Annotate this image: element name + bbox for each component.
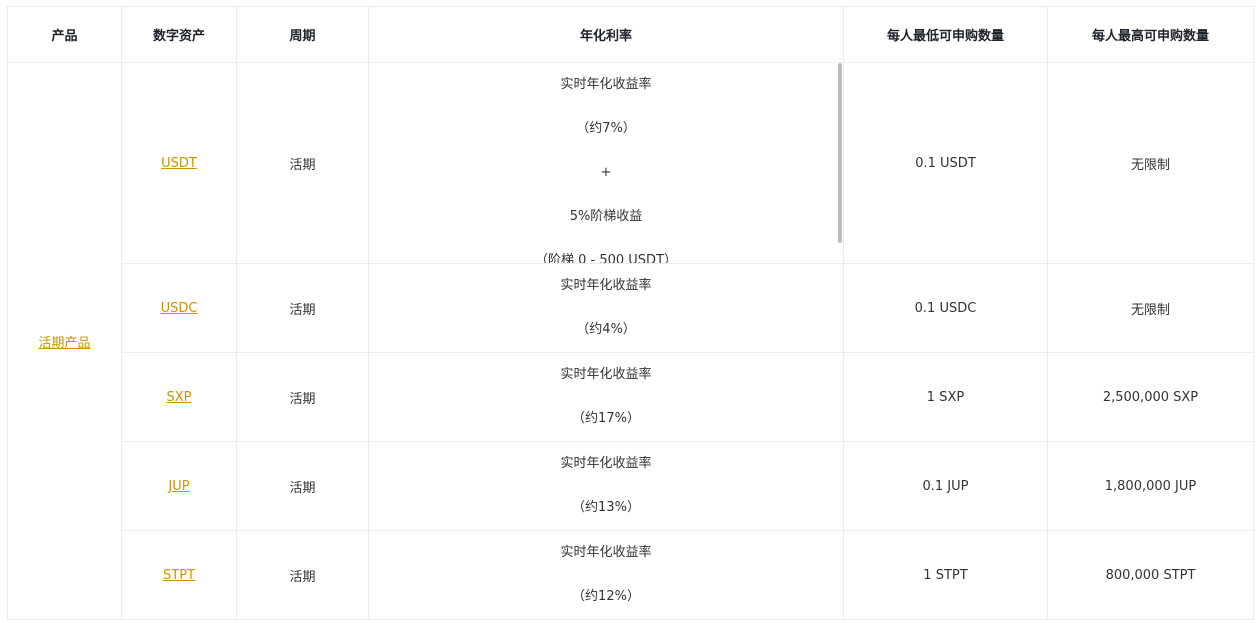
table-row: 活期产品 USDT 活期 实时年化收益率 （约7%） + 5%阶梯收益 （阶梯 …: [7, 62, 1254, 620]
rate-line: 实时年化收益率: [560, 456, 652, 471]
table-row: JUP 活期 实时年化收益率 （约13%） 0.1 JUP 1,800,000 J…: [8, 441, 1254, 531]
rate-cell: 实时年化收益率 （约17%）: [368, 352, 844, 442]
rate-line: （约17%）: [572, 411, 640, 426]
asset-link[interactable]: USDT: [161, 155, 197, 171]
max-amount: 1,800,000 JUP: [1047, 441, 1254, 531]
period: 活期: [236, 62, 369, 264]
asset-link[interactable]: JUP: [168, 478, 190, 494]
rate-line: （约7%）: [576, 121, 636, 136]
rate-line: 实时年化收益率: [560, 77, 652, 92]
rate-line: （阶梯 0 - 500 USDT）: [534, 253, 678, 263]
period: 活期: [236, 263, 369, 353]
products-table: 产品 数字资产 周期 年化利率 每人最低可申购数量 每人最高可申购数量 活期产品…: [7, 6, 1254, 620]
table-row: USDC 活期 实时年化收益率 （约4%） 0.1 USDC 无限制: [8, 263, 1254, 353]
min-amount: 1 STPT: [843, 530, 1048, 620]
max-amount: 800,000 STPT: [1047, 530, 1254, 620]
header-min: 每人最低可申购数量: [843, 6, 1048, 63]
period: 活期: [236, 441, 369, 531]
asset-link[interactable]: STPT: [163, 567, 195, 583]
header-rate: 年化利率: [368, 6, 844, 63]
asset-link[interactable]: USDC: [160, 300, 198, 316]
rate-line: 5%阶梯收益: [569, 209, 643, 224]
rate-cell: 实时年化收益率 （约4%）: [368, 263, 844, 353]
product-link[interactable]: 活期产品: [38, 335, 91, 351]
min-amount: 0.1 JUP: [843, 441, 1048, 531]
header-product: 产品: [7, 6, 122, 63]
min-amount: 1 SXP: [843, 352, 1048, 442]
rate-line: （约13%）: [572, 500, 640, 515]
rate-line: +: [600, 165, 612, 180]
header-max: 每人最高可申购数量: [1047, 6, 1254, 63]
rate-line: 实时年化收益率: [560, 367, 652, 382]
max-amount: 2,500,000 SXP: [1047, 352, 1254, 442]
product-cell: 活期产品: [7, 62, 122, 620]
max-amount: 无限制: [1047, 62, 1254, 264]
period: 活期: [236, 352, 369, 442]
scrollbar[interactable]: [838, 63, 842, 243]
max-amount: 无限制: [1047, 263, 1254, 353]
period: 活期: [236, 530, 369, 620]
rate-cell: 实时年化收益率 （约13%）: [368, 441, 844, 531]
rate-line: （约4%）: [576, 322, 636, 337]
min-amount: 0.1 USDT: [843, 62, 1048, 264]
header-row: 产品 数字资产 周期 年化利率 每人最低可申购数量 每人最高可申购数量: [7, 6, 1254, 63]
header-asset: 数字资产: [121, 6, 237, 63]
rate-scroll-area[interactable]: 实时年化收益率 （约7%） + 5%阶梯收益 （阶梯 0 - 500 USDT）: [369, 63, 843, 263]
rate-cell: 实时年化收益率 （约12%）: [368, 530, 844, 620]
asset-link[interactable]: SXP: [166, 389, 192, 405]
table-row: SXP 活期 实时年化收益率 （约17%） 1 SXP 2,500,000 SXP: [8, 352, 1254, 442]
rate-cell: 实时年化收益率 （约7%） + 5%阶梯收益 （阶梯 0 - 500 USDT）: [368, 62, 844, 264]
rate-line: （约12%）: [572, 589, 640, 604]
rate-line: 实时年化收益率: [560, 278, 652, 293]
min-amount: 0.1 USDC: [843, 263, 1048, 353]
header-period: 周期: [236, 6, 369, 63]
table-row: STPT 活期 实时年化收益率 （约12%） 1 STPT 800,000 STP…: [8, 530, 1254, 620]
rate-line: 实时年化收益率: [560, 545, 652, 560]
